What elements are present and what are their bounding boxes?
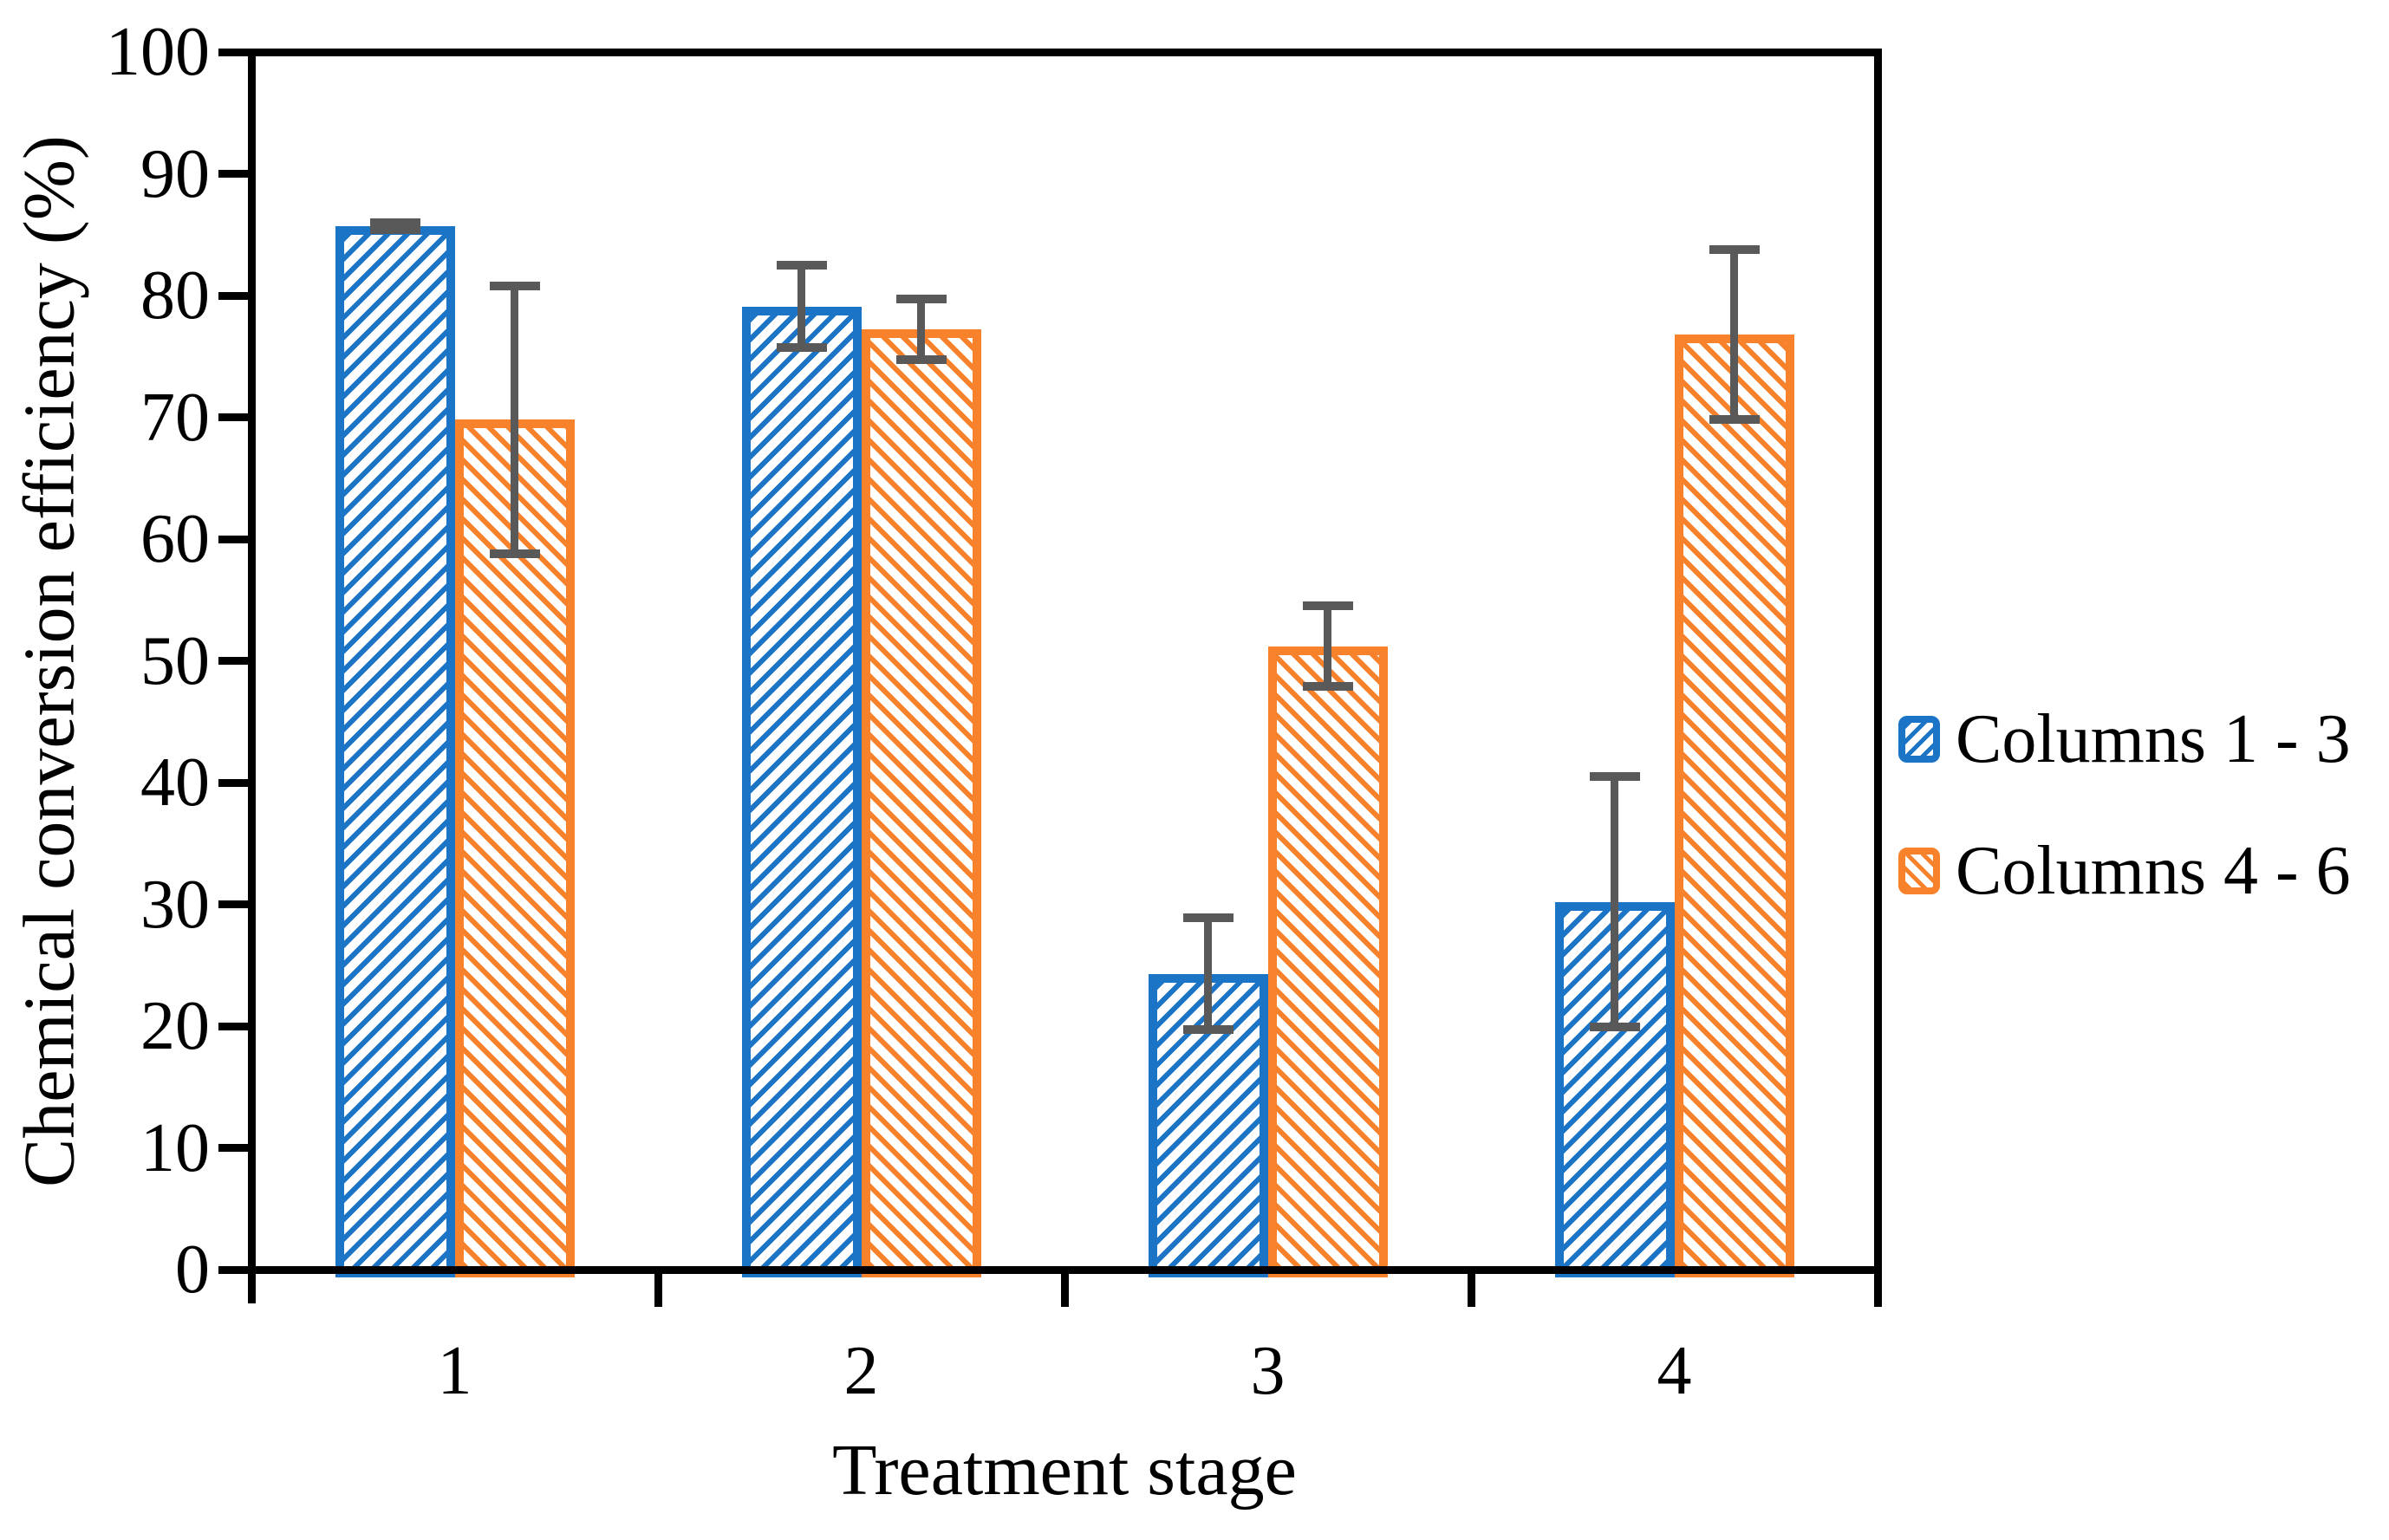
error-bar-series-2-stage-4-cap-bottom — [1709, 415, 1760, 425]
y-tick-90 — [218, 170, 251, 178]
x-category-label-1: 1 — [437, 1333, 472, 1409]
error-bar-series-1-stage-4-cap-top — [1589, 771, 1640, 781]
y-axis-title: Chemical conversion efficiency (%) — [9, 135, 90, 1187]
error-bar-series-1-stage-3-cap-bottom — [1182, 1025, 1234, 1035]
y-tick-20 — [218, 1022, 251, 1030]
error-bar-series-2-stage-1-cap-bottom — [489, 549, 540, 558]
error-bar-series-1-stage-4-line — [1611, 776, 1618, 1028]
y-tick-50 — [218, 657, 251, 665]
x-tick-4 — [1873, 1273, 1882, 1307]
legend-swatch-columns-1-3 — [1898, 716, 1940, 763]
legend-entry-columns-4-6: Columns 4 - 6 — [1898, 823, 2351, 919]
bar-series-1-stage-1 — [335, 225, 455, 1277]
y-tick-label-40: 40 — [140, 744, 210, 821]
y-tick-label-70: 70 — [140, 379, 210, 456]
y-tick-0 — [218, 1265, 251, 1274]
error-bar-series-2-stage-2-cap-bottom — [895, 355, 947, 365]
legend-label-columns-1-3: Columns 1 - 3 — [1956, 701, 2351, 777]
error-bar-series-1-stage-3-line — [1204, 917, 1212, 1030]
error-bar-series-1-stage-2-cap-top — [776, 260, 827, 270]
x-axis-title: Treatment stage — [832, 1430, 1297, 1511]
error-bar-series-2-stage-1-cap-top — [489, 281, 540, 290]
y-tick-label-10: 10 — [140, 1109, 210, 1186]
error-bar-series-2-stage-2-line — [917, 299, 925, 361]
bar-series-2-stage-1 — [454, 419, 575, 1277]
error-bar-series-2-stage-2-cap-top — [895, 295, 947, 304]
y-tick-label-100: 100 — [106, 14, 210, 90]
legend-swatch-columns-4-6 — [1898, 848, 1940, 894]
error-bar-series-2-stage-3-cap-top — [1302, 601, 1353, 611]
y-tick-label-50: 50 — [140, 622, 210, 699]
error-bar-series-1-stage-3-cap-top — [1182, 913, 1234, 922]
error-bar-series-1-stage-1-cap-top — [369, 218, 420, 227]
y-axis-stub — [247, 1273, 256, 1303]
legend-label-columns-4-6: Columns 4 - 6 — [1956, 833, 2351, 909]
y-tick-label-60: 60 — [140, 501, 210, 577]
error-bar-series-1-stage-2-cap-bottom — [776, 343, 827, 353]
error-bar-series-1-stage-1-cap-bottom — [369, 225, 420, 235]
y-tick-100 — [218, 48, 251, 56]
x-tick-3 — [1467, 1273, 1475, 1307]
y-tick-label-80: 80 — [140, 257, 210, 334]
legend-entry-columns-1-3: Columns 1 - 3 — [1898, 692, 2351, 787]
error-bar-series-1-stage-4-cap-bottom — [1589, 1023, 1640, 1032]
y-tick-80 — [218, 291, 251, 300]
x-tick-1 — [654, 1273, 662, 1307]
error-bar-series-2-stage-4-cap-top — [1709, 244, 1760, 254]
error-bar-series-1-stage-2-line — [797, 264, 805, 348]
bar-series-2-stage-3 — [1267, 646, 1388, 1277]
error-bar-series-2-stage-1-line — [511, 285, 518, 554]
y-tick-60 — [218, 535, 251, 543]
x-tick-2 — [1060, 1273, 1069, 1307]
y-tick-40 — [218, 778, 251, 787]
x-category-label-2: 2 — [843, 1333, 879, 1409]
y-tick-label-90: 90 — [140, 135, 210, 212]
error-bar-series-2-stage-4-line — [1730, 249, 1738, 420]
bar-series-1-stage-3 — [1148, 973, 1268, 1277]
y-tick-10 — [218, 1144, 251, 1152]
error-bar-series-2-stage-3-line — [1324, 606, 1331, 686]
x-category-label-3: 3 — [1250, 1333, 1286, 1409]
y-tick-label-30: 30 — [140, 866, 210, 943]
y-tick-label-20: 20 — [140, 988, 210, 1064]
bar-series-2-stage-4 — [1674, 334, 1794, 1277]
bar-series-2-stage-2 — [861, 329, 981, 1277]
y-tick-label-0: 0 — [175, 1231, 210, 1308]
error-bar-series-2-stage-3-cap-bottom — [1302, 682, 1353, 691]
y-tick-70 — [218, 413, 251, 421]
x-category-label-4: 4 — [1657, 1333, 1692, 1409]
y-tick-30 — [218, 900, 251, 908]
